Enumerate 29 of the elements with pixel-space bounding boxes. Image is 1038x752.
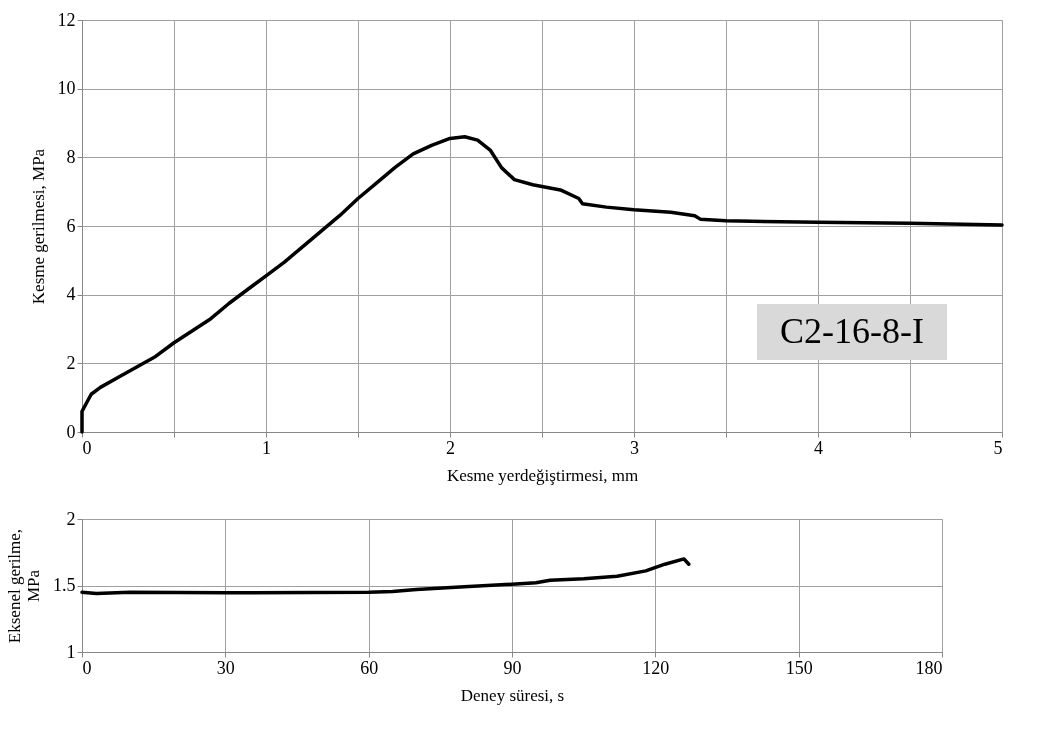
y-tick-label: 2 <box>66 352 76 373</box>
y-tick-label: 4 <box>66 284 76 305</box>
x-tick-label: 1 <box>262 437 271 458</box>
y-tick-label: 1 <box>66 641 76 662</box>
y-tick-label: 8 <box>66 146 76 167</box>
x-tick-label: 5 <box>993 437 1003 458</box>
x-tick-label: 180 <box>915 657 943 678</box>
y-tick-label: 2 <box>66 508 76 529</box>
x-tick-label: 4 <box>814 437 823 458</box>
y-axis-title: Eksenel gerilme, MPa <box>5 528 43 644</box>
x-axis-title: Deney süresi, s <box>460 685 565 705</box>
annotation: C2-16-8-I <box>780 311 924 351</box>
x-tick-label: 120 <box>642 657 670 678</box>
x-tick-label: 2 <box>446 437 455 458</box>
x-tick-label: 90 <box>503 657 522 678</box>
x-axis-title: Kesme yerdeğiştirmesi, mm <box>446 465 639 485</box>
line-series <box>80 557 691 596</box>
y-tick-label: 0 <box>66 421 76 442</box>
y-tick-label: 1.5 <box>53 575 76 595</box>
y-tick-label: 6 <box>66 215 76 236</box>
x-tick-label: 3 <box>630 437 639 458</box>
x-tick-label: 150 <box>785 657 813 678</box>
y-axis-title: Kesme gerilmesi, MPa <box>28 148 48 305</box>
x-tick-label: 0 <box>82 657 92 678</box>
x-tick-label: 30 <box>216 657 235 678</box>
y-tick-label: 12 <box>57 9 76 30</box>
x-tick-label: 0 <box>82 437 92 458</box>
x-tick-label: 60 <box>360 657 379 678</box>
y-tick-label: 10 <box>57 78 76 99</box>
